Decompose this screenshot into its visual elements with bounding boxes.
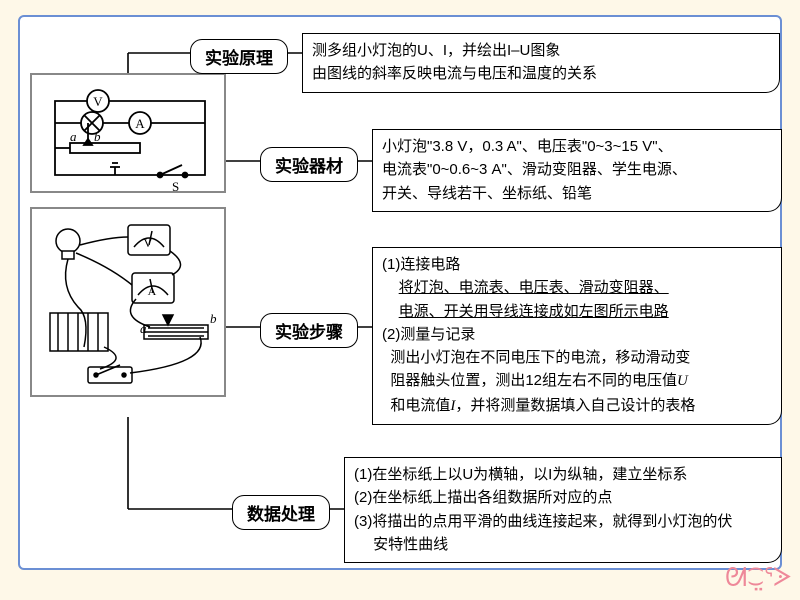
circuit-diagram: V A a b S [30, 73, 226, 193]
content-steps: (1)连接电路 将灯泡、电流表、电压表、滑动变阻器、 电源、开关用导线连接成如左… [372, 247, 782, 425]
eq-l3: 开关、导线若干、坐标纸、铅笔 [382, 185, 592, 202]
apparatus-photo: V A a b [30, 207, 226, 397]
content-equipment: 小灯泡"3.8 V，0.3 A"、电压表"0~3~15 V"、 电流表"0~0.… [372, 129, 782, 212]
photo-term-a: a [140, 321, 147, 336]
content-processing: (1)在坐标纸上以U为横轴，以I为纵轴，建立坐标系 (2)在坐标纸上描出各组数据… [344, 457, 782, 563]
bunny-icon: ᘛ⁐̤ᕐᐷ [725, 562, 792, 594]
principle-l2: 由图线的斜率反映电流与电压和温度的关系 [312, 65, 597, 82]
proc-l2: (2)在坐标纸上描出各组数据所对应的点 [354, 489, 612, 506]
photo-a: A [148, 284, 157, 298]
eq-l2: 电流表"0~0.6~3 A"、滑动变阻器、学生电源、 [382, 161, 687, 178]
voltmeter-label: V [93, 94, 103, 109]
content-principle: 测多组小灯泡的U、I，并绘出I–U图象 由图线的斜率反映电流与电压和温度的关系 [302, 33, 780, 93]
node-steps: 实验步骤 [260, 313, 358, 348]
main-frame: V A a b S [18, 15, 782, 570]
terminal-a: a [70, 129, 77, 144]
terminal-b: b [94, 129, 101, 144]
eq-l1: 小灯泡"3.8 V，0.3 A"、电压表"0~3~15 V"、 [382, 138, 673, 155]
node-principle: 实验原理 [190, 39, 288, 74]
node-equipment: 实验器材 [260, 147, 358, 182]
principle-l1: 测多组小灯泡的U、I，并绘出I–U图象 [312, 42, 560, 59]
switch-label: S [172, 179, 179, 193]
proc-l1: (1)在坐标纸上以U为横轴，以I为纵轴，建立坐标系 [354, 466, 687, 483]
proc-l4: 安特性曲线 [354, 536, 448, 553]
proc-l3: (3)将描出的点用平滑的曲线连接起来，就得到小灯泡的伏 [354, 513, 732, 530]
node-processing: 数据处理 [232, 495, 330, 530]
photo-term-b: b [210, 311, 217, 326]
ammeter-label: A [135, 116, 145, 131]
diagrams-column: V A a b S [30, 73, 226, 411]
photo-v: V [144, 236, 153, 250]
